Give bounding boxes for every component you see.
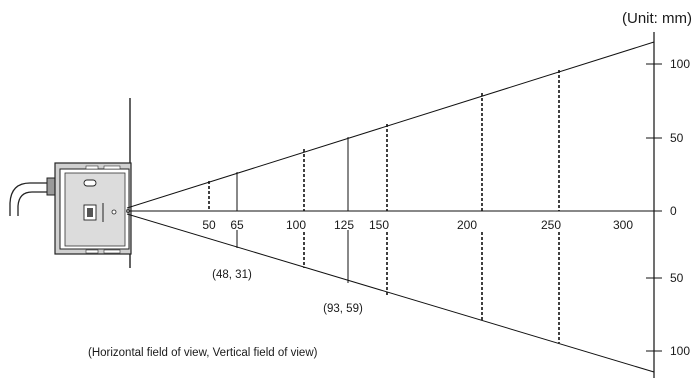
camera-sensor-icon (46, 162, 132, 255)
distance-label-250: 250 (541, 218, 561, 232)
scale-label-top-50: 50 (670, 131, 684, 145)
fov-upper-edge (126, 41, 655, 209)
unit-label: (Unit: mm) (622, 10, 692, 27)
distance-label-65: 65 (230, 218, 244, 232)
distance-label-150: 150 (369, 218, 389, 232)
fov-lower-edge (126, 213, 655, 373)
distance-label-200: 200 (457, 218, 477, 232)
distance-label-100: 100 (286, 218, 306, 232)
sensor-cable (9, 182, 55, 216)
fov-legend-note: (Horizontal field of view, Vertical fiel… (88, 347, 318, 359)
distance-label-300: 300 (613, 218, 633, 232)
scale-label-zero: 0 (670, 204, 677, 218)
scale-label-bottom-100: 100 (670, 344, 690, 358)
fov-annotation-125: (93, 59) (323, 303, 363, 315)
scale-label-top-100: 100 (670, 57, 690, 71)
distance-label-125: 125 (334, 218, 354, 232)
fov-annotation-65: (48, 31) (212, 269, 252, 281)
scale-label-bottom-50: 50 (670, 271, 684, 285)
distance-label-50: 50 (202, 218, 216, 232)
sensor-cable-inner (17, 191, 55, 216)
